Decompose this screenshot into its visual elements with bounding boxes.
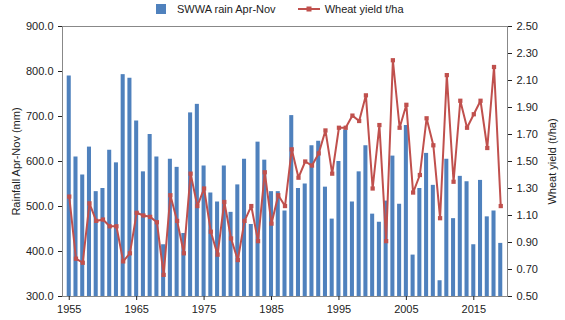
svg-text:1.70: 1.70 — [517, 128, 538, 140]
svg-text:2005: 2005 — [394, 303, 418, 315]
html-text:Wheat yield t/ha: Wheat yield t/ha — [324, 3, 404, 15]
svg-text:0.50: 0.50 — [517, 290, 538, 302]
svg-text:1.10: 1.10 — [517, 209, 538, 221]
svg-text:1965: 1965 — [124, 303, 148, 315]
svg-text:2.50: 2.50 — [517, 20, 538, 32]
svg-text:1955: 1955 — [57, 303, 81, 315]
svg-text:1.50: 1.50 — [517, 155, 538, 167]
svg-text:1.90: 1.90 — [517, 101, 538, 113]
svg-text:1975: 1975 — [192, 303, 216, 315]
svg-text:Rainfall Apr-Nov (mm): Rainfall Apr-Nov (mm) — [10, 107, 22, 215]
svg-text:1.30: 1.30 — [517, 182, 538, 194]
svg-text:800.0: 800.0 — [26, 65, 54, 77]
svg-text:700.0: 700.0 — [26, 110, 54, 122]
html-text:SWWA rain Apr-Nov: SWWA rain Apr-Nov — [177, 3, 276, 15]
svg-text:900.0: 900.0 — [26, 20, 54, 32]
svg-text:1995: 1995 — [327, 303, 351, 315]
svg-text:600.0: 600.0 — [26, 155, 54, 167]
svg-text:1985: 1985 — [259, 303, 283, 315]
svg-text:500.0: 500.0 — [26, 200, 54, 212]
svg-text:2015: 2015 — [462, 303, 486, 315]
svg-text:2.10: 2.10 — [517, 74, 538, 86]
svg-text:0.70: 0.70 — [517, 263, 538, 275]
svg-text:400.0: 400.0 — [26, 245, 54, 257]
svg-text:0.90: 0.90 — [517, 236, 538, 248]
svg-text:2.30: 2.30 — [517, 47, 538, 59]
svg-text:Wheat yield (t/ha): Wheat yield (t/ha) — [546, 118, 558, 204]
svg-text:300.0: 300.0 — [26, 290, 54, 302]
